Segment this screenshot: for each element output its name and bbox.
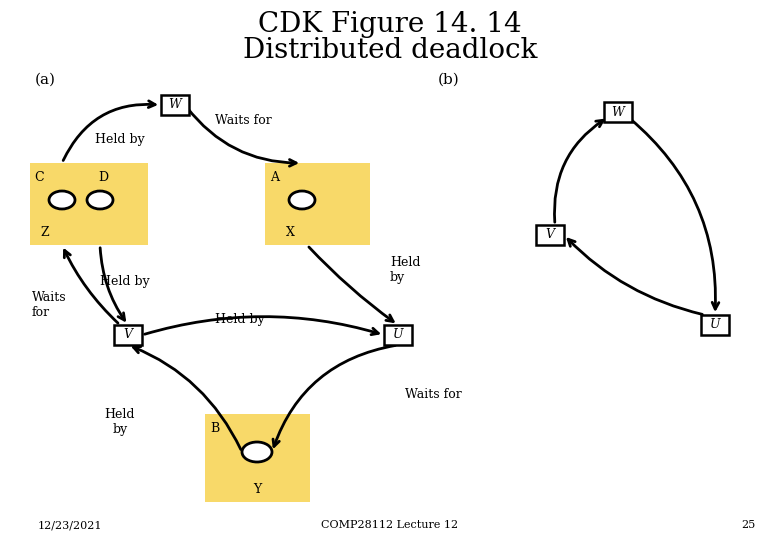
Bar <box>701 315 729 335</box>
Bar <box>265 163 370 245</box>
Text: COMP28112 Lecture 12: COMP28112 Lecture 12 <box>321 520 459 530</box>
Text: (b): (b) <box>438 73 459 87</box>
Text: Waits
for: Waits for <box>32 291 66 319</box>
Ellipse shape <box>87 191 113 209</box>
Text: A: A <box>270 171 279 184</box>
Ellipse shape <box>242 442 272 462</box>
Text: Held by: Held by <box>100 275 150 288</box>
Text: V: V <box>545 228 555 241</box>
Text: Y: Y <box>253 483 261 496</box>
Bar <box>114 325 142 345</box>
Text: Held by: Held by <box>95 133 145 146</box>
Text: 25: 25 <box>741 520 755 530</box>
Bar <box>384 325 412 345</box>
Text: W: W <box>168 98 182 111</box>
Text: Held by: Held by <box>215 314 265 327</box>
Bar <box>161 95 189 115</box>
Text: Waits for: Waits for <box>215 113 271 126</box>
Bar <box>536 225 564 245</box>
Text: (a): (a) <box>35 73 56 87</box>
Text: CDK Figure 14. 14: CDK Figure 14. 14 <box>258 11 522 38</box>
Text: D: D <box>98 171 108 184</box>
Text: C: C <box>34 171 44 184</box>
Text: X: X <box>285 226 294 239</box>
Text: U: U <box>710 319 720 332</box>
Bar <box>205 414 310 502</box>
Text: Held
by: Held by <box>390 256 420 284</box>
Text: B: B <box>210 422 219 435</box>
Text: W: W <box>612 105 625 118</box>
Ellipse shape <box>49 191 75 209</box>
Bar <box>30 163 148 245</box>
Ellipse shape <box>289 191 315 209</box>
Bar <box>604 102 632 122</box>
Text: U: U <box>393 328 403 341</box>
Text: Z: Z <box>40 226 48 239</box>
Text: V: V <box>123 328 133 341</box>
Text: Waits for: Waits for <box>405 388 462 402</box>
Text: Held
by: Held by <box>105 408 135 436</box>
Text: 12/23/2021: 12/23/2021 <box>38 520 102 530</box>
Text: Distributed deadlock: Distributed deadlock <box>243 37 537 64</box>
